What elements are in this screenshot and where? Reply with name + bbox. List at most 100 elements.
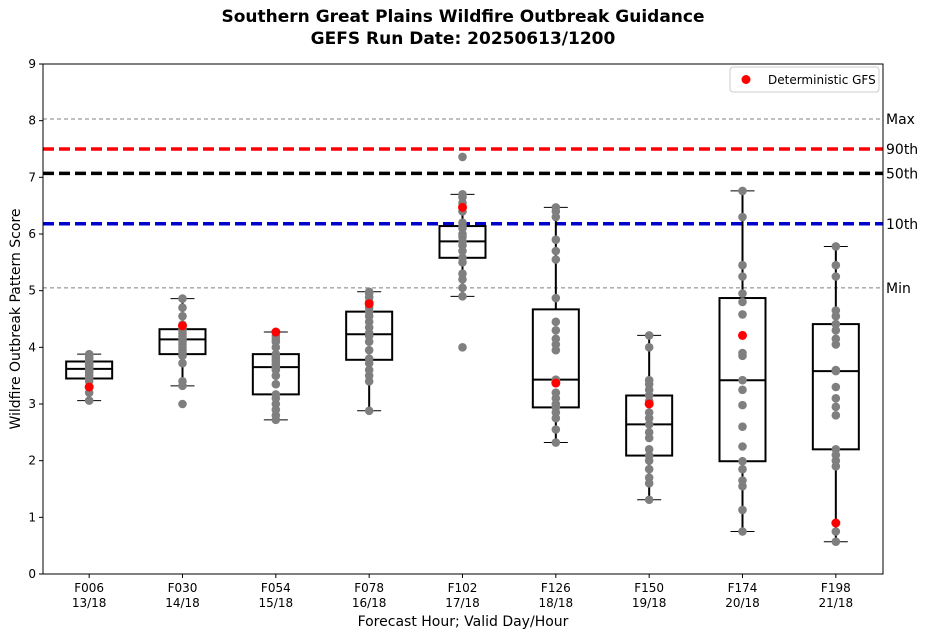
ensemble-member-point <box>738 527 747 536</box>
deterministic-gfs-point <box>84 382 94 392</box>
deterministic-gfs-point <box>738 330 747 340</box>
x-tick-label-hour: F078 <box>354 581 384 595</box>
ensemble-member-point <box>644 495 654 505</box>
ensemble-member-point <box>738 260 747 270</box>
ensemble-member-point <box>178 311 187 321</box>
ensemble-member-point <box>831 394 841 403</box>
ensemble-member-point <box>831 260 841 270</box>
ensemble-member-point <box>738 476 747 485</box>
x-tick-label-hour: F198 <box>821 581 851 595</box>
ensemble-member-point <box>831 402 841 412</box>
ensemble-member-point <box>458 218 467 227</box>
x-tick-label-hour: F150 <box>634 581 664 595</box>
ensemble-member-point <box>551 203 561 212</box>
ensemble-member-point <box>178 358 187 368</box>
ensemble-member-point <box>644 428 654 437</box>
ensemble-member-point <box>831 537 841 546</box>
ensemble-member-point <box>831 319 841 329</box>
ensemble-member-point <box>831 334 841 344</box>
x-tick-label-hour: F126 <box>541 581 571 595</box>
y-tick-label: 3 <box>28 397 36 411</box>
deterministic-gfs-point <box>831 518 841 528</box>
chart-subtitle: GEFS Run Date: 20250613/1200 <box>311 29 616 49</box>
ensemble-member-point <box>458 292 467 301</box>
ref-label-50th: 50th <box>886 166 918 182</box>
legend-frame <box>729 66 880 93</box>
ensemble-member-point <box>271 349 281 359</box>
x-tick-label-valid: 20/18 <box>725 596 760 610</box>
ensemble-member-point <box>831 411 841 420</box>
ensemble-member-point <box>738 456 747 466</box>
y-axis-ticks: 0 1 2 3 4 5 6 7 8 9 <box>28 57 43 581</box>
ensemble-member-point <box>738 310 747 319</box>
x-tick-label-hour: F054 <box>261 581 291 595</box>
ensemble-member-point <box>831 272 841 281</box>
ensemble-member-point <box>458 253 467 263</box>
x-tick-label-hour: F174 <box>728 581 758 595</box>
ref-label-10th: 10th <box>886 217 918 233</box>
x-tick-label-valid: 19/18 <box>632 596 667 610</box>
ensemble-member-point <box>551 334 561 344</box>
ensemble-member-point <box>551 235 561 244</box>
ensemble-member-point <box>458 343 467 352</box>
ensemble-member-point <box>551 425 561 434</box>
ensemble-member-point <box>271 390 281 399</box>
y-tick-label: 8 <box>28 114 36 128</box>
reference-lines: Max 90th 50th 10th Min <box>43 112 918 297</box>
ensemble-member-point <box>551 326 561 335</box>
x-tick-label-valid: 21/18 <box>819 596 854 610</box>
x-tick-label-valid: 17/18 <box>445 596 480 610</box>
ensemble-member-point <box>551 317 561 327</box>
ensemble-member-point <box>831 527 841 536</box>
ensemble-member-point <box>364 345 374 355</box>
ensemble-member-point <box>644 331 654 340</box>
ref-label-90th: 90th <box>886 142 918 158</box>
y-tick-label: 1 <box>28 510 36 524</box>
x-tick-label-hour: F102 <box>448 581 478 595</box>
x-tick-label-valid: 15/18 <box>259 596 294 610</box>
ensemble-member-point <box>831 306 841 315</box>
legend-marker-deterministic <box>741 75 751 84</box>
y-tick-label: 0 <box>28 567 36 581</box>
ensemble-member-point <box>644 464 654 474</box>
legend: Deterministic GFS <box>729 66 880 93</box>
x-tick-label-valid: 16/18 <box>352 596 387 610</box>
ensemble-member-point <box>738 464 747 474</box>
ensemble-member-point <box>831 365 841 375</box>
ensemble-member-point <box>551 255 561 264</box>
ensemble-member-point <box>458 190 467 199</box>
ensemble-member-point <box>551 246 561 256</box>
y-tick-label: 4 <box>28 340 36 354</box>
ensemble-member-point <box>738 375 747 385</box>
ensemble-member-point <box>364 365 374 375</box>
deterministic-gfs-point <box>364 299 374 309</box>
deterministic-points <box>84 202 841 528</box>
y-axis-label: Wildfire Outbreak Pattern Score <box>8 208 24 429</box>
ensemble-member-point <box>551 293 561 303</box>
ensemble-member-point <box>738 505 747 515</box>
ensemble-member-point <box>178 377 187 386</box>
ensemble-member-point <box>831 242 841 251</box>
deterministic-gfs-point <box>271 327 281 337</box>
deterministic-gfs-point <box>644 399 654 409</box>
ensemble-member-point <box>738 212 747 222</box>
ensemble-member-point <box>831 445 841 454</box>
ensemble-member-point <box>364 287 374 297</box>
ensemble-member-point <box>644 420 654 429</box>
ensemble-member-point <box>644 408 654 417</box>
legend-label-deterministic: Deterministic GFS <box>768 73 876 87</box>
ensemble-member-point <box>178 294 187 303</box>
ensemble-member-point <box>551 438 561 447</box>
ensemble-member-point <box>738 442 747 451</box>
x-tick-label-valid: 13/18 <box>72 596 107 610</box>
x-tick-label-hour: F030 <box>168 581 198 595</box>
y-tick-label: 7 <box>28 170 36 184</box>
ensemble-member-point <box>84 396 94 405</box>
ensemble-member-point <box>644 375 654 385</box>
ensemble-member-point <box>831 326 841 335</box>
ref-label-min: Min <box>886 281 911 297</box>
chart-title: Southern Great Plains Wildfire Outbreak … <box>222 7 705 27</box>
y-tick-label: 6 <box>28 227 36 241</box>
